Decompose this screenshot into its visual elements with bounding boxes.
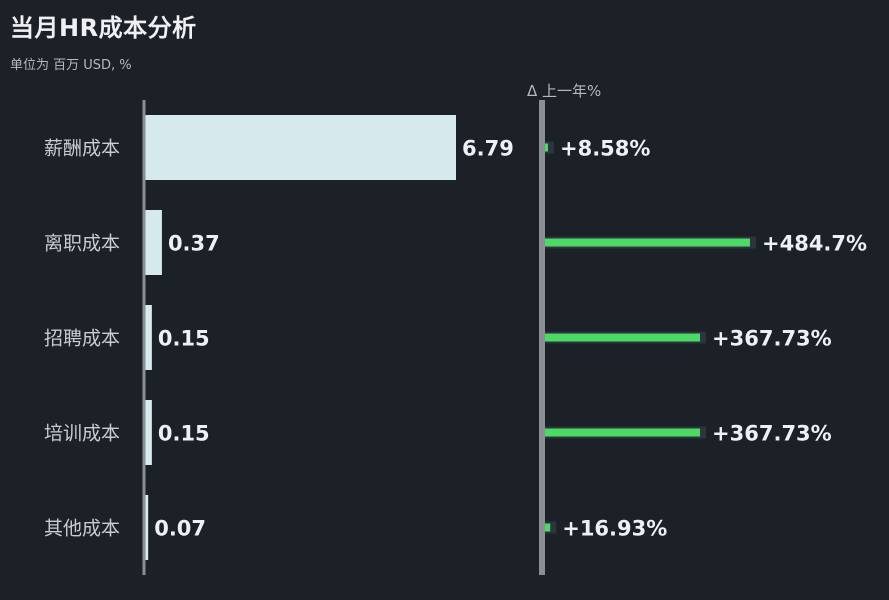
value-label: 6.79 xyxy=(462,137,514,161)
delta-bar xyxy=(543,523,551,532)
value-bar xyxy=(145,495,149,560)
delta-bar xyxy=(543,143,548,152)
delta-label: +16.93% xyxy=(562,517,667,541)
category-label: 培训成本 xyxy=(44,423,120,445)
bars-layer: 薪酬成本 6.79 +8.58% 离职成本 0.37 +484.7% 招聘成本 0.15 +36… xyxy=(44,115,867,560)
delta-track xyxy=(543,141,554,154)
value-bar xyxy=(145,115,456,180)
category-label: 招聘成本 xyxy=(44,328,120,350)
category-label: 离职成本 xyxy=(44,233,120,255)
value-label: 0.37 xyxy=(168,232,220,256)
delta-header: Δ 上一年% xyxy=(527,82,601,100)
category-label: 薪酬成本 xyxy=(44,138,120,160)
delta-label: +367.73% xyxy=(712,422,832,446)
value-label: 0.15 xyxy=(158,327,210,351)
delta-label: +367.73% xyxy=(712,327,832,351)
value-bar xyxy=(145,305,152,370)
delta-bar xyxy=(543,428,701,437)
delta-label: +484.7% xyxy=(762,232,867,256)
value-label: 0.15 xyxy=(158,422,210,446)
delta-bar xyxy=(543,238,750,247)
value-bar xyxy=(145,400,152,465)
value-bar xyxy=(145,210,162,275)
chart-title: 当月HR成本分析 xyxy=(10,14,197,42)
value-label: 0.07 xyxy=(154,517,206,541)
category-label: 其他成本 xyxy=(44,518,120,540)
delta-label: +8.58% xyxy=(560,137,650,161)
delta-bar xyxy=(543,333,701,342)
chart-subtitle: 单位为 百万 USD, % xyxy=(10,58,132,73)
